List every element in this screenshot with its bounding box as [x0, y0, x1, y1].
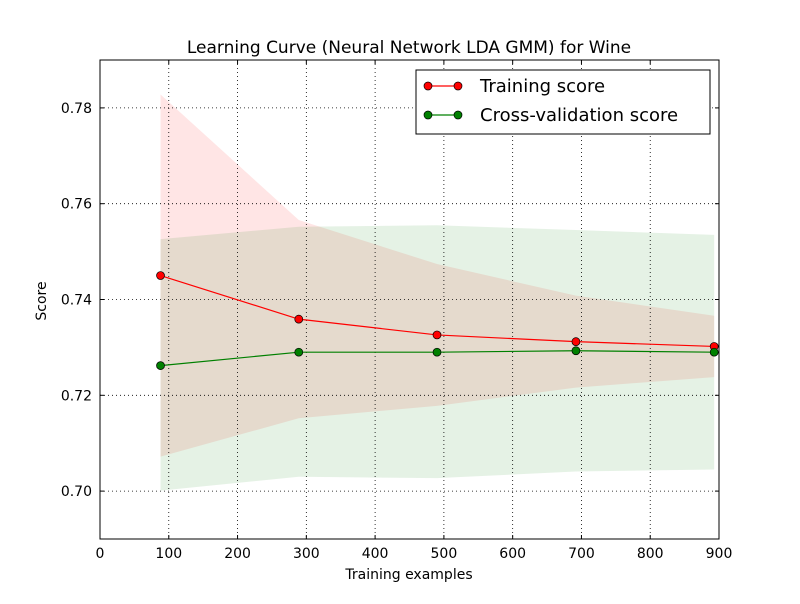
x-tick-label: 300 [293, 546, 320, 562]
confidence-band-cross-validation [160, 225, 715, 491]
data-point-cross-validation [709, 347, 719, 357]
legend-entry-cross-validation: Cross-validation score [423, 105, 678, 126]
x-tick-label: 700 [568, 546, 595, 562]
legend-marker-training [423, 81, 433, 91]
x-tick-label: 200 [224, 546, 251, 562]
y-tick-label: 0.74 [61, 293, 92, 309]
legend-box [415, 69, 711, 135]
axis-tick-labels: 0 100 200 300 400 500 600 700 800 900 0.70 0.72 0.74… [61, 101, 733, 562]
y-tick-label: 0.76 [61, 197, 92, 213]
x-tick-label: 900 [706, 546, 733, 562]
legend-label-training: Training score [479, 76, 605, 97]
axis-ticks [99, 60, 720, 539]
x-axis-label: Training examples [344, 567, 472, 583]
x-tick-label: 100 [155, 546, 182, 562]
x-tick-label: 0 [96, 546, 105, 562]
data-point-training [156, 271, 165, 280]
legend: Training score Cross-validation score [415, 69, 711, 135]
confidence-band-training [160, 94, 715, 457]
data-point-cross-validation [294, 347, 304, 357]
legend-label-cross-validation: Cross-validation score [480, 105, 678, 126]
y-tick-label: 0.70 [61, 484, 92, 500]
x-tick-label: 600 [499, 546, 526, 562]
x-tick-label: 500 [431, 546, 458, 562]
confidence-bands [160, 94, 715, 491]
data-point-training [571, 337, 581, 347]
legend-marker-training [453, 81, 463, 91]
data-point-cross-validation [432, 347, 442, 357]
data-point-training [432, 330, 442, 340]
series-markers [156, 271, 719, 370]
y-axis-label: Score [34, 281, 50, 320]
legend-marker-cross-validation [453, 110, 463, 120]
data-point-cross-validation [156, 361, 165, 370]
x-tick-label: 400 [362, 546, 389, 562]
data-point-training [294, 314, 304, 324]
y-tick-label: 0.72 [61, 388, 92, 404]
legend-entry-training: Training score [423, 76, 605, 97]
chart-title: Learning Curve (Neural Network LDA GMM) … [187, 38, 631, 58]
y-tick-label: 0.78 [61, 101, 92, 117]
data-point-cross-validation [571, 346, 581, 356]
legend-marker-cross-validation [423, 110, 433, 120]
x-tick-label: 800 [637, 546, 664, 562]
